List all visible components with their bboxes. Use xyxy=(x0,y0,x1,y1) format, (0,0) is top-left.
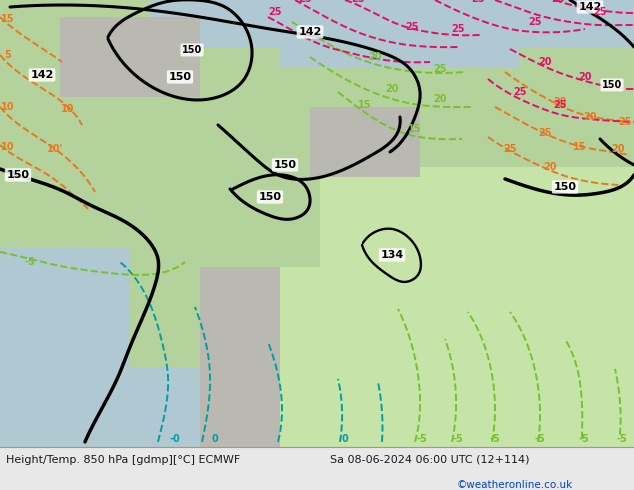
Text: -5: -5 xyxy=(25,257,36,267)
Text: 25: 25 xyxy=(471,0,485,4)
Text: 0: 0 xyxy=(342,434,348,444)
Text: 25: 25 xyxy=(618,117,631,127)
Text: 15: 15 xyxy=(358,100,372,110)
Text: 150: 150 xyxy=(553,182,576,192)
Text: 20: 20 xyxy=(611,144,624,154)
Text: 20: 20 xyxy=(385,84,399,94)
Text: 5: 5 xyxy=(4,50,11,60)
Text: -0: -0 xyxy=(170,434,181,444)
Text: 25: 25 xyxy=(298,0,312,4)
Text: 20: 20 xyxy=(553,97,567,107)
Text: 20: 20 xyxy=(538,57,552,67)
Text: 142: 142 xyxy=(578,2,602,12)
Text: 15: 15 xyxy=(1,14,15,24)
Text: 25: 25 xyxy=(433,64,447,74)
Text: 150: 150 xyxy=(259,192,281,202)
Text: 20: 20 xyxy=(433,94,447,104)
Text: Height/Temp. 850 hPa [gdmp][°C] ECMWF: Height/Temp. 850 hPa [gdmp][°C] ECMWF xyxy=(6,455,240,465)
Text: 15: 15 xyxy=(573,142,586,152)
Text: 0: 0 xyxy=(212,434,218,444)
Text: 25: 25 xyxy=(514,87,527,97)
Text: 25: 25 xyxy=(451,24,465,34)
Text: 150: 150 xyxy=(273,160,297,170)
Text: 142: 142 xyxy=(299,27,321,37)
Text: -5: -5 xyxy=(534,434,545,444)
Text: 150: 150 xyxy=(169,72,191,82)
Text: 20: 20 xyxy=(583,112,597,122)
Text: 25: 25 xyxy=(538,128,552,138)
Text: Sa 08-06-2024 06:00 UTC (12+114): Sa 08-06-2024 06:00 UTC (12+114) xyxy=(330,455,529,465)
Text: 142: 142 xyxy=(30,70,54,80)
Text: 10: 10 xyxy=(1,142,15,152)
Text: 25: 25 xyxy=(528,17,541,27)
Text: 15: 15 xyxy=(408,124,422,134)
Text: 25: 25 xyxy=(553,100,567,110)
Text: 150: 150 xyxy=(602,80,622,90)
Text: -5: -5 xyxy=(453,434,463,444)
Text: 150: 150 xyxy=(6,170,30,180)
Text: -5: -5 xyxy=(579,434,590,444)
Text: ©weatheronline.co.uk: ©weatheronline.co.uk xyxy=(456,480,573,490)
Text: 20: 20 xyxy=(543,162,557,172)
Text: 20: 20 xyxy=(368,52,382,62)
Text: 134: 134 xyxy=(380,250,404,260)
Text: 25: 25 xyxy=(503,144,517,154)
Text: -5: -5 xyxy=(489,434,500,444)
Text: 10': 10' xyxy=(47,144,63,154)
Text: 25: 25 xyxy=(351,0,365,4)
Text: 25: 25 xyxy=(551,0,565,4)
Text: 25: 25 xyxy=(268,7,281,17)
Text: 150: 150 xyxy=(182,45,202,55)
Text: -5: -5 xyxy=(417,434,427,444)
Text: 20: 20 xyxy=(578,72,592,82)
Text: 10: 10 xyxy=(61,104,75,114)
Text: -5: -5 xyxy=(617,434,628,444)
Text: 25: 25 xyxy=(405,22,418,32)
Text: 25: 25 xyxy=(593,7,607,17)
Text: 10: 10 xyxy=(1,102,15,112)
